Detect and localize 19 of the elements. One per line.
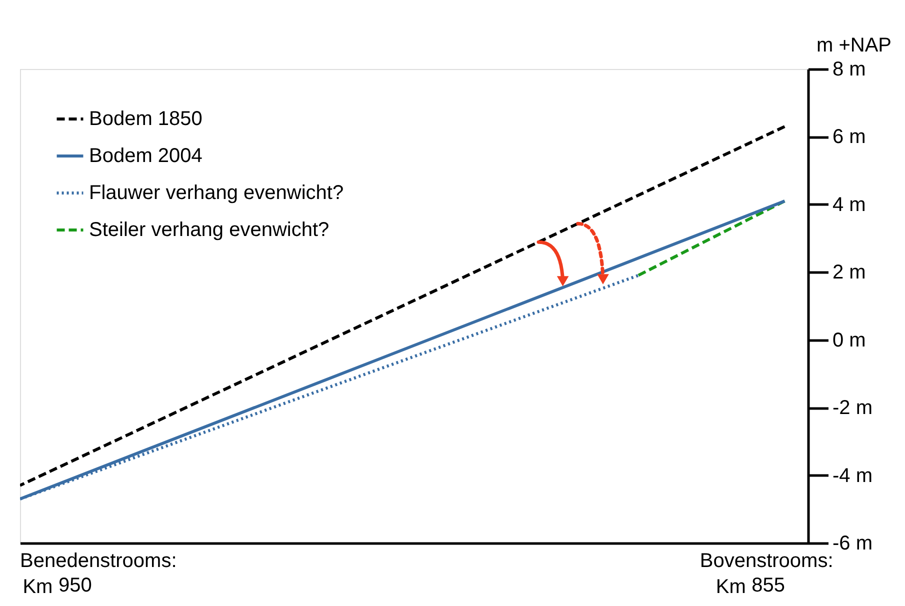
y-tick-label: 0 m bbox=[832, 329, 866, 352]
y-tick-label: -2 m bbox=[832, 397, 872, 420]
y-tick-label: 6 m bbox=[832, 126, 866, 148]
y-tick-label: -6 m bbox=[832, 532, 872, 554]
text: Bovenstrooms: bbox=[700, 550, 834, 572]
x-tick-label: 855 bbox=[752, 574, 786, 596]
x-axis-title: Km bbox=[22, 576, 53, 598]
y-tick-label: 4 m bbox=[832, 194, 866, 216]
y-tick-label: 8 m bbox=[832, 58, 866, 80]
x-tick-label: 950 bbox=[58, 574, 92, 596]
y-tick-label: -4 m bbox=[832, 464, 872, 487]
text: Km bbox=[716, 576, 746, 598]
y-tick-label: 2 m bbox=[832, 262, 866, 284]
text: Benedenstrooms: bbox=[20, 550, 177, 572]
legend-label: Bodem 1850 bbox=[89, 108, 202, 130]
legend-label: Steiler verhang evenwicht? bbox=[89, 219, 330, 241]
legend-label: Bodem 2004 bbox=[89, 145, 202, 167]
y-axis-title: m +NAP bbox=[816, 34, 892, 56]
legend-label: Flauwer verhang evenwicht? bbox=[89, 182, 344, 204]
